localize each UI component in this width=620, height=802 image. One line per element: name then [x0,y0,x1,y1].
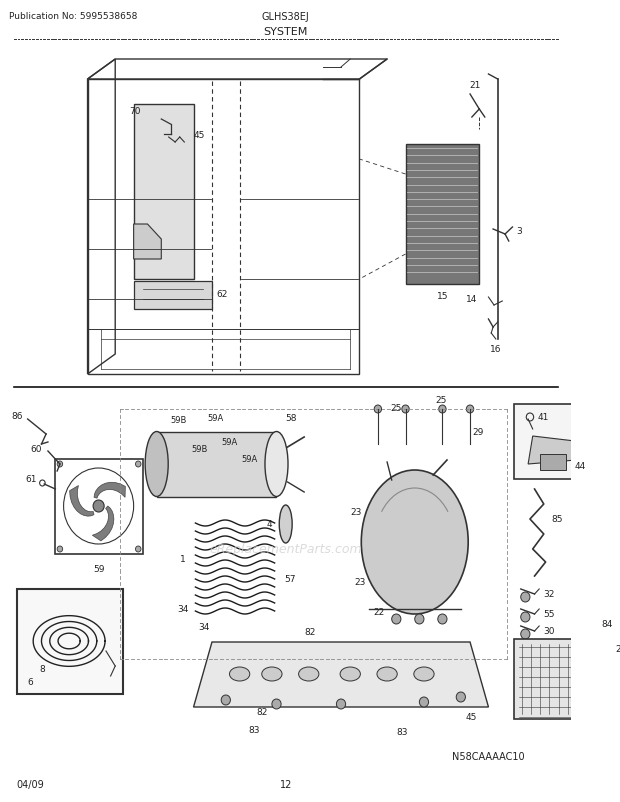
Polygon shape [193,642,489,707]
Text: 16: 16 [490,345,502,354]
Circle shape [521,612,530,622]
Ellipse shape [279,505,292,543]
Text: 85: 85 [551,515,562,524]
Text: 58: 58 [286,414,297,423]
Bar [514,639,606,719]
Circle shape [221,695,231,705]
Text: 34: 34 [198,622,210,632]
Text: 83: 83 [249,726,260,735]
Text: 30: 30 [544,626,556,636]
Polygon shape [134,282,212,310]
Text: 21: 21 [469,81,481,90]
Bar [157,432,277,497]
Ellipse shape [229,667,250,681]
Text: SYSTEM: SYSTEM [264,27,308,37]
Text: 84: 84 [602,620,613,629]
Polygon shape [528,436,588,464]
Text: 44: 44 [574,462,585,471]
Circle shape [93,500,104,512]
Text: 55: 55 [544,610,556,618]
Bar [87,80,360,375]
Text: eReplacementParts.com: eReplacementParts.com [210,543,362,556]
Bar [193,520,277,619]
Text: 62: 62 [216,290,228,299]
Circle shape [521,592,530,602]
Text: 34: 34 [177,605,189,614]
Circle shape [419,697,428,707]
Circle shape [272,699,281,709]
Text: 6: 6 [28,678,33,687]
Text: 04/09: 04/09 [17,779,45,789]
Text: 1: 1 [180,555,186,564]
Ellipse shape [145,432,168,497]
Polygon shape [134,225,161,260]
Circle shape [402,406,409,414]
Polygon shape [92,506,114,541]
Ellipse shape [377,667,397,681]
Ellipse shape [414,667,434,681]
Text: 28: 28 [616,645,620,654]
Text: 14: 14 [466,295,477,304]
Text: 45: 45 [193,131,205,140]
Text: 86: 86 [12,412,23,421]
Text: 59B: 59B [170,415,187,424]
Text: 41: 41 [538,412,549,422]
Ellipse shape [299,667,319,681]
Circle shape [521,630,530,639]
Bar [405,145,479,285]
Circle shape [337,699,345,709]
Bar [55,460,143,554]
Text: 83: 83 [396,727,408,736]
Circle shape [57,546,63,553]
Polygon shape [134,105,193,280]
Text: 70: 70 [129,107,141,115]
Ellipse shape [262,667,282,681]
Circle shape [136,546,141,553]
Ellipse shape [340,667,360,681]
Text: 23: 23 [350,508,361,516]
Text: 32: 32 [544,589,555,599]
Bar [17,589,123,695]
Text: N58CAAAAC10: N58CAAAAC10 [451,751,525,761]
Text: 12: 12 [280,779,292,789]
Bar [540,455,566,471]
Text: 57: 57 [284,575,295,584]
Circle shape [136,461,141,468]
Text: 8: 8 [40,665,45,674]
Polygon shape [69,486,94,516]
Text: 23: 23 [355,577,366,587]
Ellipse shape [361,471,468,614]
Text: 29: 29 [473,428,484,437]
Text: 59: 59 [93,565,104,573]
Circle shape [415,614,424,624]
Text: 4: 4 [266,520,272,529]
Text: 59B: 59B [192,445,208,454]
Circle shape [392,614,401,624]
Circle shape [439,406,446,414]
Text: 60: 60 [30,445,42,454]
Text: 59A: 59A [241,455,258,464]
Bar [514,404,602,480]
Text: 59A: 59A [207,414,224,423]
Text: 25: 25 [391,403,402,412]
Text: 25: 25 [435,395,446,404]
Circle shape [456,692,466,702]
Text: GLHS38EJ: GLHS38EJ [262,12,309,22]
Text: 45: 45 [466,713,477,722]
Text: 61: 61 [25,475,37,484]
Text: 22: 22 [373,608,384,617]
Circle shape [466,406,474,414]
Polygon shape [94,483,125,499]
Text: 82: 82 [256,707,268,717]
Circle shape [374,406,381,414]
Text: 3: 3 [516,227,522,237]
Text: 15: 15 [436,292,448,301]
Text: 82: 82 [304,628,316,637]
Text: 59A: 59A [221,438,237,447]
Circle shape [57,461,63,468]
Text: Publication No: 5995538658: Publication No: 5995538658 [9,12,138,21]
Ellipse shape [265,432,288,497]
Circle shape [438,614,447,624]
